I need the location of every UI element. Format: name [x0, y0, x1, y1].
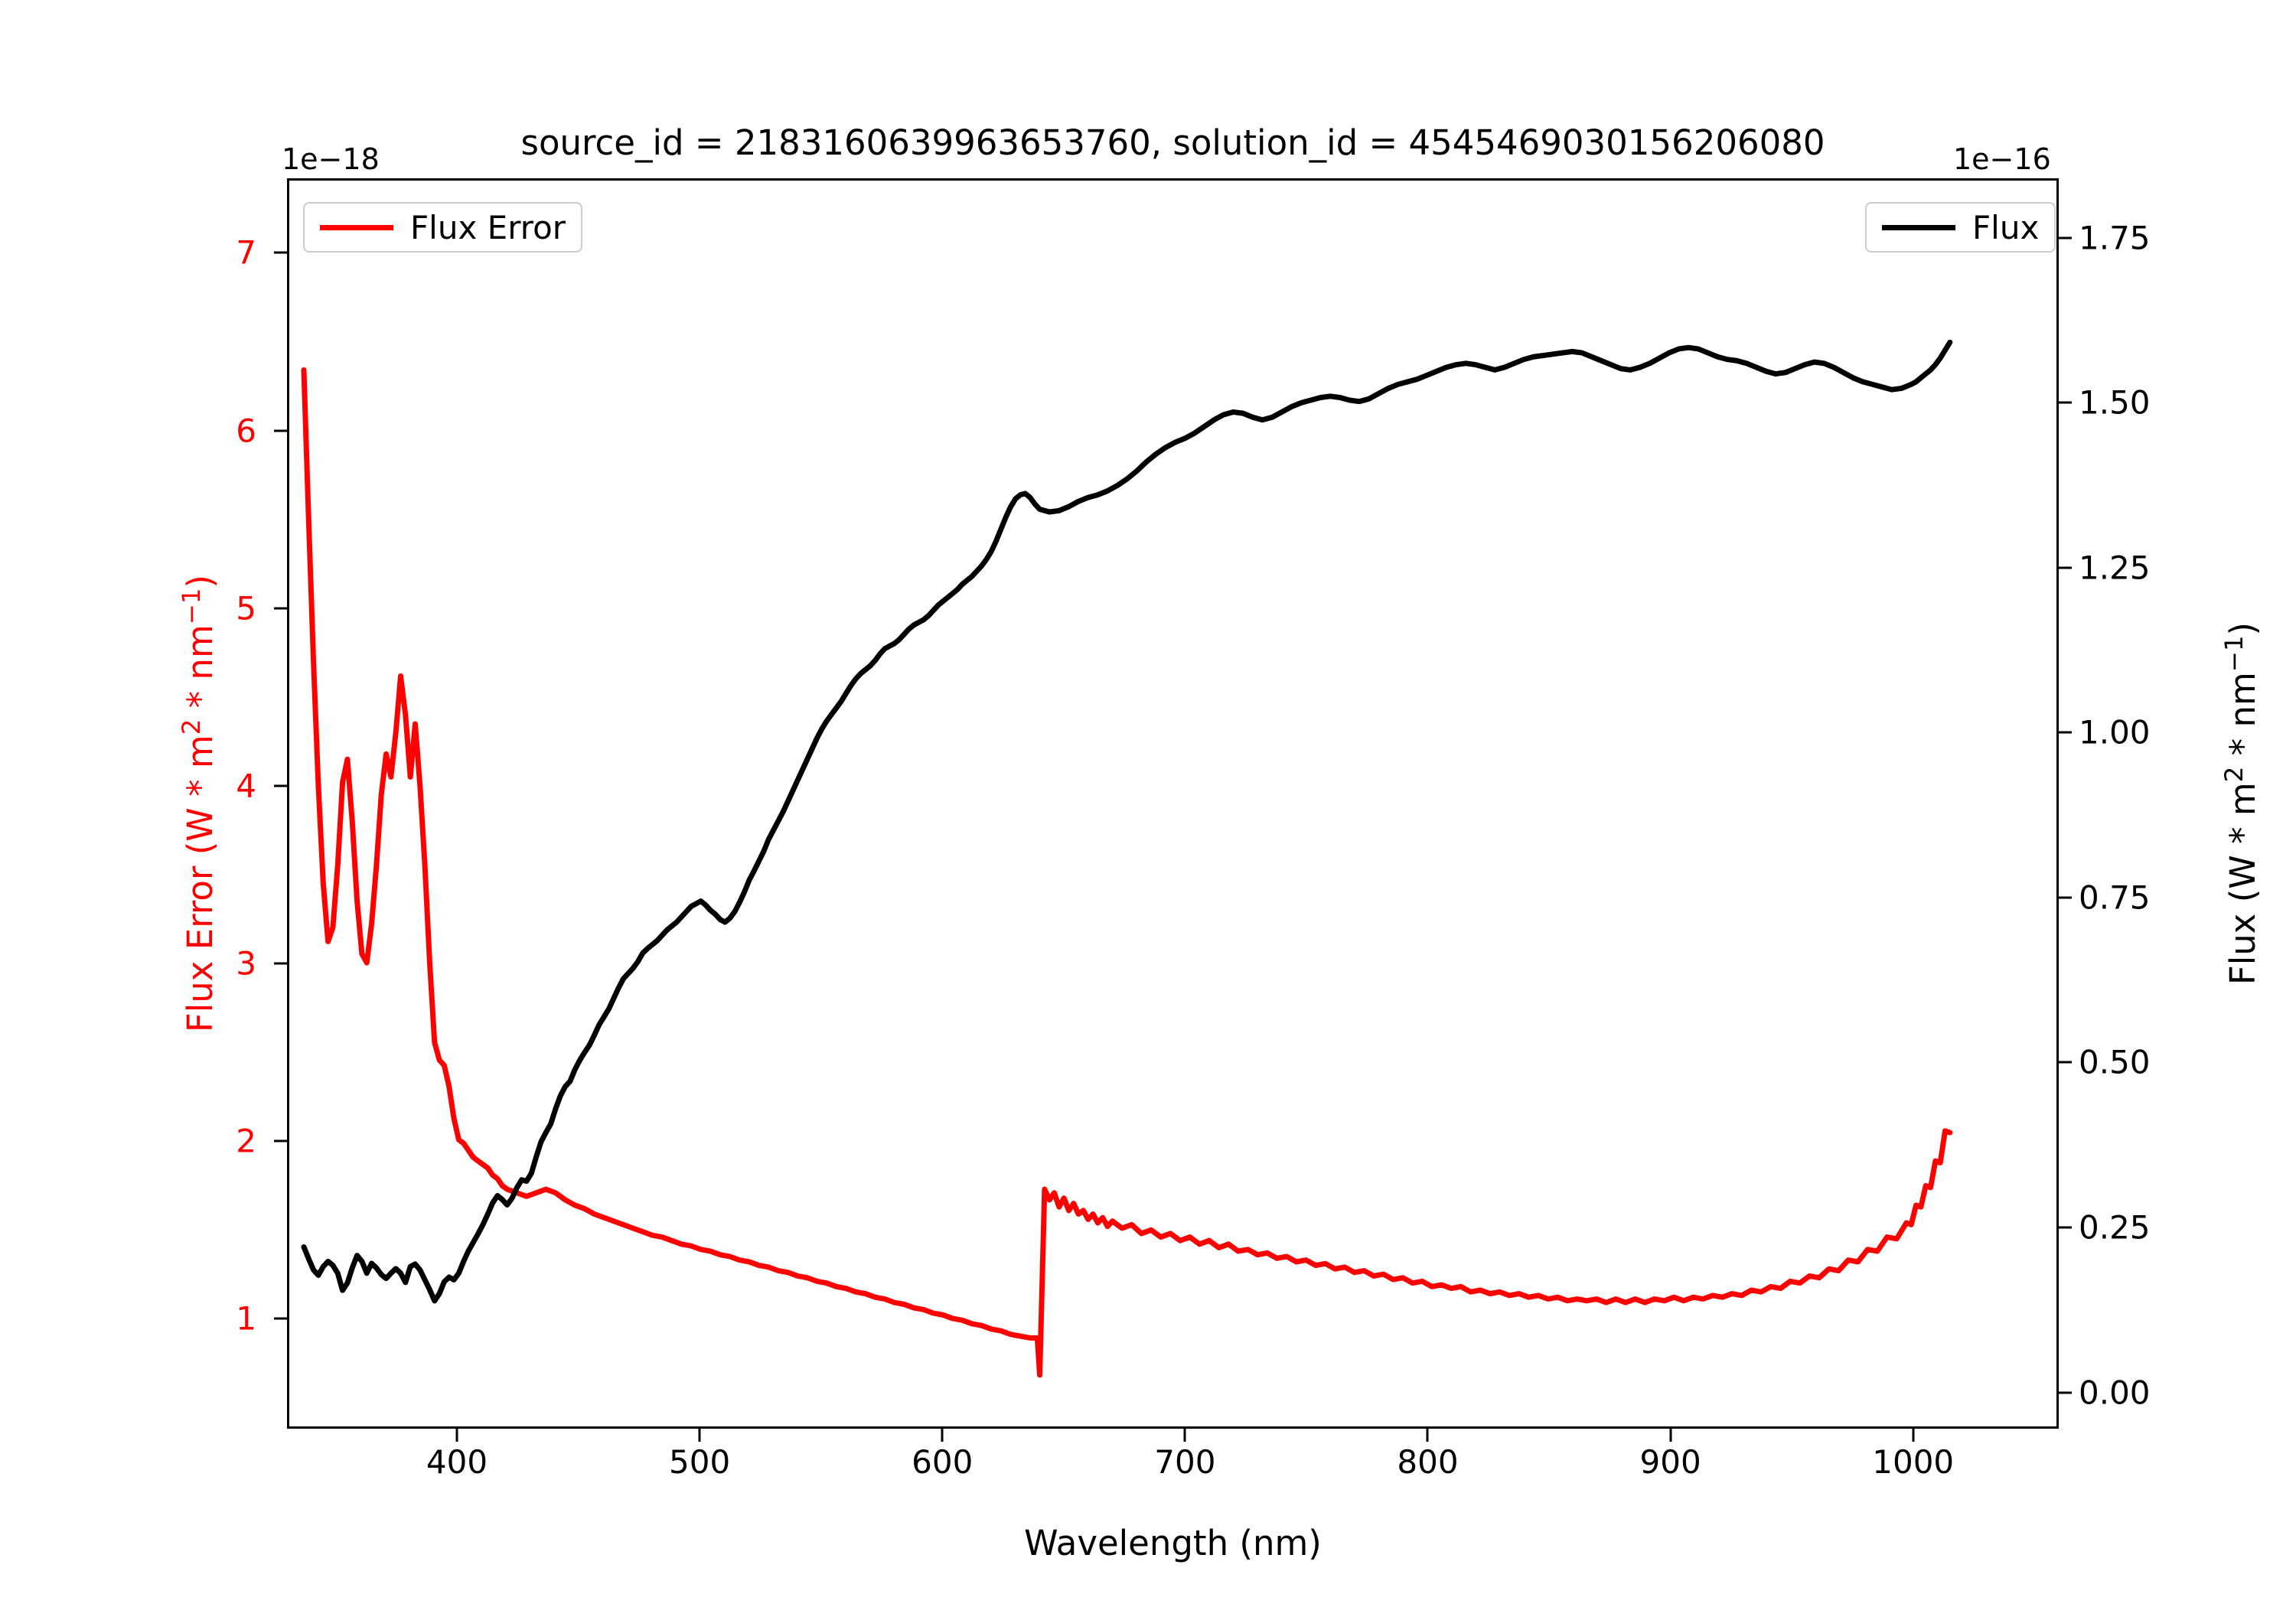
legend-label-flux: Flux	[1972, 208, 2040, 246]
y-tickmark-right-7	[2059, 236, 2072, 240]
right-axis-offset-text: 1e−16	[1953, 142, 2051, 176]
plot-area	[287, 178, 2059, 1429]
y-tickmark-right-0	[2059, 1391, 2072, 1394]
legend-label-flux-error: Flux Error	[410, 208, 566, 246]
legend-swatch-flux-error	[320, 224, 393, 230]
x-tick-label-2: 600	[912, 1443, 974, 1481]
x-tick-label-1: 500	[669, 1443, 731, 1481]
left-y-label-prefix: Flux Error (W * m	[180, 735, 220, 1033]
x-tick-label-3: 700	[1154, 1443, 1216, 1481]
y-tick-label-left-0: 1	[236, 1299, 256, 1338]
y-tickmark-left-0	[274, 1317, 287, 1320]
y-tickmark-left-5	[274, 429, 287, 432]
y-tick-label-left-1: 2	[236, 1122, 256, 1160]
y-tick-label-left-3: 4	[236, 767, 256, 805]
x-tick-label-6: 1000	[1872, 1443, 1955, 1481]
x-tickmark-6	[1912, 1429, 1915, 1442]
x-tickmark-5	[1669, 1429, 1672, 1442]
x-tickmark-0	[455, 1429, 458, 1442]
y-tickmark-right-4	[2059, 731, 2072, 734]
plot-svg	[301, 339, 1953, 1378]
x-tick-label-4: 800	[1397, 1443, 1459, 1481]
y-tick-label-left-5: 6	[236, 412, 256, 450]
left-y-label-mid: * nm	[180, 624, 220, 719]
y-tickmark-right-1	[2059, 1226, 2072, 1229]
x-tickmark-1	[698, 1429, 701, 1442]
y-tickmark-left-6	[274, 251, 287, 254]
y-tick-label-left-2: 3	[236, 944, 256, 983]
left-y-label-sup1: 2	[177, 719, 206, 735]
y-tick-label-right-4: 1.00	[2079, 713, 2151, 751]
y-tick-label-right-0: 0.00	[2079, 1374, 2151, 1412]
legend-flux[interactable]: Flux	[1865, 202, 2056, 253]
y-tickmark-left-2	[274, 962, 287, 965]
y-tick-label-right-1: 0.25	[2079, 1208, 2151, 1247]
y-tickmark-right-3	[2059, 896, 2072, 899]
y-tickmark-right-5	[2059, 566, 2072, 569]
x-axis-label: Wavelength (nm)	[1024, 1523, 1322, 1563]
left-y-label-suffix: )	[180, 574, 220, 588]
right-y-label-mid: * nm	[2223, 672, 2263, 767]
series-line-flux-error	[301, 367, 1953, 1378]
legend-swatch-flux	[1882, 224, 1955, 230]
x-tickmark-4	[1426, 1429, 1429, 1442]
y-tickmark-right-2	[2059, 1061, 2072, 1064]
y-tickmark-left-1	[274, 1139, 287, 1143]
right-y-label-prefix: Flux (W * m	[2223, 782, 2263, 986]
left-y-label-sup2: −1	[177, 588, 206, 625]
y-tick-label-right-5: 1.25	[2079, 549, 2151, 587]
legend-flux-error[interactable]: Flux Error	[303, 202, 583, 253]
y-tickmark-left-3	[274, 784, 287, 787]
left-axis-offset-text: 1e−18	[282, 142, 380, 176]
right-y-label-sup2: −1	[2219, 635, 2249, 673]
right-y-axis-label: Flux (W * m2 * nm−1)	[2219, 622, 2263, 985]
y-tick-label-left-6: 7	[236, 233, 256, 272]
y-tickmark-left-4	[274, 607, 287, 610]
x-tickmark-3	[1183, 1429, 1186, 1442]
y-tick-label-left-4: 5	[236, 589, 256, 627]
y-tick-label-right-6: 1.50	[2079, 383, 2151, 422]
y-tick-label-right-7: 1.75	[2079, 219, 2151, 257]
x-tick-label-5: 900	[1639, 1443, 1701, 1481]
y-tick-label-right-3: 0.75	[2079, 878, 2151, 917]
page-title: source_id = 2183160639963653760, solutio…	[520, 122, 1825, 163]
x-tickmark-2	[941, 1429, 944, 1442]
left-y-axis-label: Flux Error (W * m2 * nm−1)	[177, 575, 220, 1032]
y-tickmark-right-6	[2059, 401, 2072, 404]
x-tick-label-0: 400	[426, 1443, 488, 1481]
right-y-label-suffix: )	[2223, 621, 2263, 636]
series-line-flux	[301, 339, 1953, 1304]
y-tick-label-right-2: 0.50	[2079, 1043, 2151, 1081]
right-y-label-sup1: 2	[2219, 766, 2249, 783]
